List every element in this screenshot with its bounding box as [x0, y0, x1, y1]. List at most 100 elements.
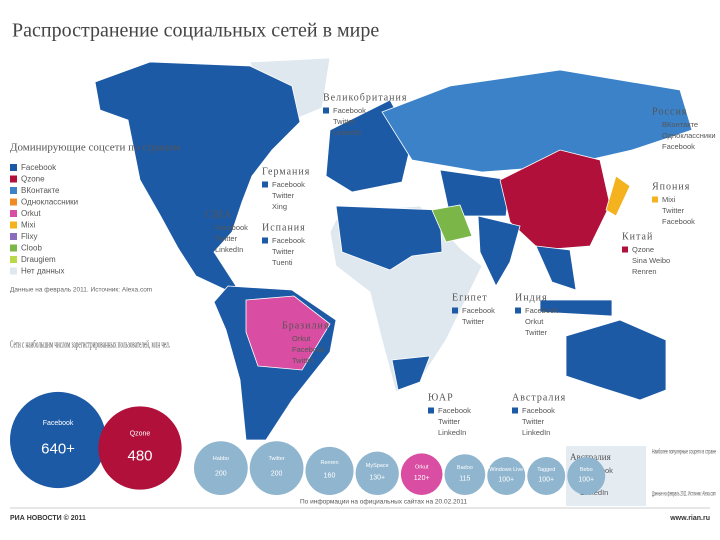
network-label: Mixi [662, 195, 676, 204]
network-label: Facebook [438, 406, 471, 415]
key-box-title: Наиболее популярные соцсети в стране [652, 448, 716, 456]
network-label: Facebook [272, 180, 305, 189]
network-label: Одноклассники [662, 131, 716, 140]
network-label: Facebook [662, 217, 695, 226]
legend-title: Доминирующие соцсети по странам [10, 142, 180, 154]
iran [431, 204, 473, 243]
legend-label: Qzone [21, 175, 45, 184]
bubble-name: Badoo [457, 465, 473, 471]
legend-label: Mixi [21, 221, 35, 230]
bubble-value: 115 [459, 476, 470, 483]
bubble-name: Orkut [415, 464, 429, 470]
bubble [567, 457, 606, 495]
bubble-name: Qzone [130, 430, 151, 437]
country-name: ЮАР [428, 392, 454, 403]
bubble [249, 441, 304, 495]
country-name: Египет [452, 292, 488, 303]
bubble-name: Habbo [213, 456, 229, 462]
network-swatch [652, 196, 658, 203]
bubble-name: Renren [320, 460, 338, 466]
bubble-name: Twitter [269, 456, 285, 462]
network-swatch [282, 335, 288, 342]
network-swatch [452, 307, 458, 314]
country-name: Китай [622, 231, 653, 242]
russia [381, 69, 693, 173]
key-box-country: Австралия [570, 452, 611, 462]
network-label: Twitter [333, 117, 356, 126]
network-label: Facebook [272, 236, 305, 245]
bubble-value: 100+ [538, 477, 554, 484]
footer-right: www.rian.ru [669, 515, 710, 522]
network-label: Facebook [292, 345, 325, 354]
network-label: Twitter [272, 247, 295, 256]
bubble [305, 446, 354, 495]
bubble-value: 100+ [498, 477, 514, 484]
network-label: LinkedIn [438, 428, 466, 437]
north-america [94, 61, 301, 291]
network-label: LinkedIn [522, 428, 550, 437]
bubble-name: Bebo [580, 467, 593, 473]
legend-label: Draugiem [21, 255, 56, 264]
japan [605, 175, 631, 217]
network-label: Twitter [462, 317, 485, 326]
network-label: Twitter [215, 234, 238, 243]
bubbles-title: Сети с наибольшим числом зарегистрирован… [10, 339, 170, 350]
key-box-note: Данные на февраль 2011. Источник: Alexa.… [652, 491, 716, 498]
network-label: Twitter [292, 356, 315, 365]
network-label: Twitter [662, 206, 685, 215]
bubble-value: 480 [127, 447, 152, 464]
bubble-value: 100+ [578, 477, 594, 484]
country-name: Бразилия [282, 320, 329, 331]
country-name: Австралия [512, 392, 566, 403]
network-label: Facebook [522, 406, 555, 415]
network-swatch [205, 224, 211, 231]
legend-label: Cloob [21, 244, 42, 253]
legend-swatch [10, 233, 17, 240]
india [477, 215, 521, 287]
legend-swatch [10, 164, 17, 171]
legend-label: ВКонтакте [21, 186, 60, 195]
country-name: Индия [515, 292, 548, 303]
network-label: Orkut [292, 334, 311, 343]
bubble [400, 453, 443, 496]
legend-swatch [10, 187, 17, 194]
network-label: Twitter [522, 417, 545, 426]
legend-swatch [10, 221, 17, 229]
legend-label: Одноклассники [21, 198, 78, 207]
title: Распространение социальных сетей в мире [12, 20, 379, 42]
network-label: Qzone [632, 245, 654, 254]
country-name: Германия [262, 166, 310, 177]
country-name: Россия [652, 106, 687, 117]
network-label: Twitter [438, 417, 461, 426]
southeast-asia [535, 245, 577, 291]
network-swatch [262, 237, 268, 244]
bubble [444, 454, 486, 495]
country-name: США [205, 209, 232, 220]
network-label: Sina Weibo [632, 256, 670, 265]
bubble [487, 457, 526, 495]
south-africa [391, 355, 431, 391]
legend-label: Flixy [21, 232, 37, 241]
bubble-value: 130+ [369, 475, 385, 482]
central-asia [439, 169, 511, 217]
network-label: Twitter [525, 328, 548, 337]
legend-swatch [10, 175, 17, 183]
bubble [98, 406, 182, 490]
bubble-name: Windows Live [489, 467, 523, 473]
legend-label: Facebook [21, 163, 57, 172]
network-swatch [652, 121, 658, 128]
network-label: Orkut [525, 317, 544, 326]
legend-swatch [10, 256, 17, 263]
australia [565, 319, 667, 401]
bubble-value: 200 [271, 470, 283, 477]
map [94, 57, 693, 441]
network-swatch [262, 181, 268, 188]
bubbles-note: По информации на официальных сайтах на 2… [300, 498, 467, 506]
network-label: Twitter [272, 191, 295, 200]
bubble [355, 451, 399, 495]
network-label: LinkedIn [333, 128, 361, 137]
network-swatch [428, 407, 434, 414]
bubble-name: Tagged [537, 467, 555, 473]
